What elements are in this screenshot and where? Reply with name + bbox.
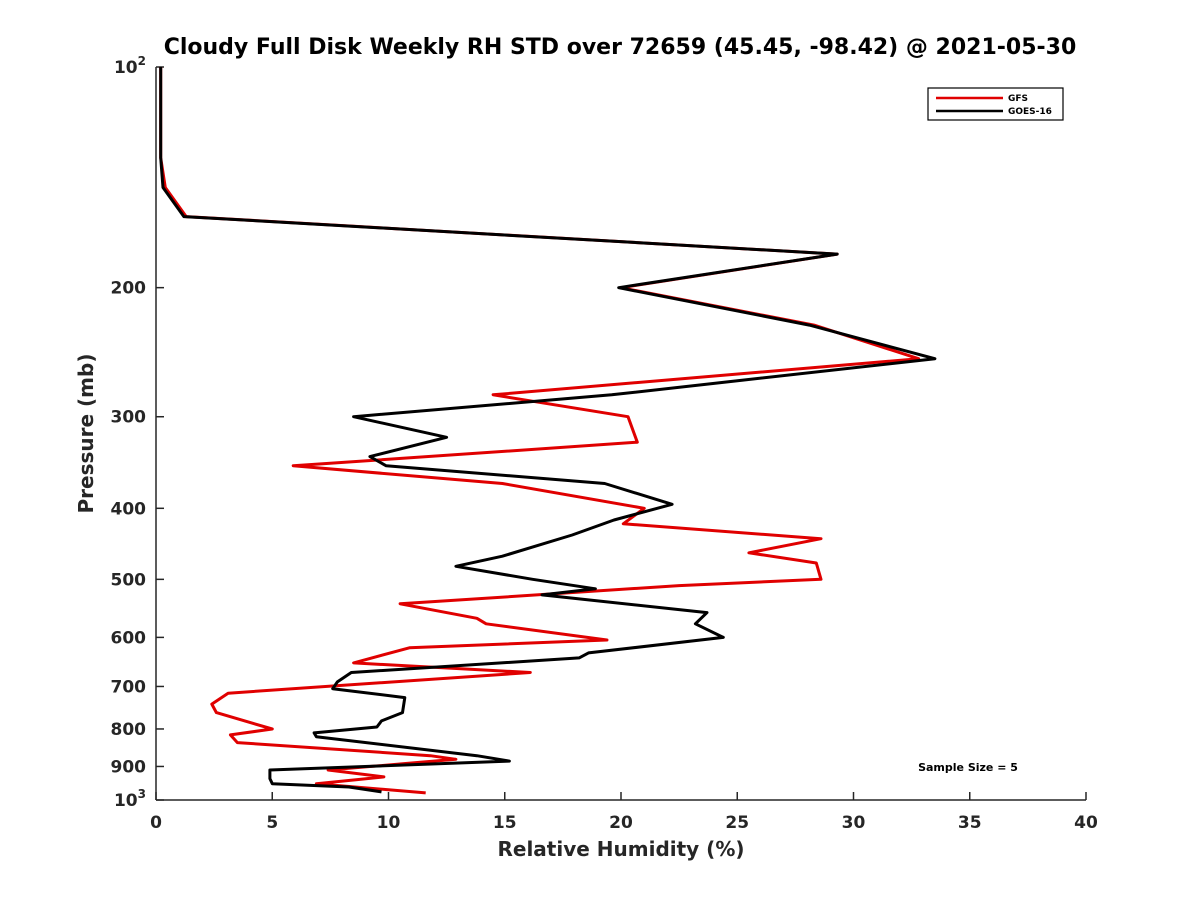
y-tick-label: 400 xyxy=(111,499,147,519)
legend-label-goes16: GOES-16 xyxy=(1008,107,1052,117)
x-tick-label: 20 xyxy=(609,813,633,833)
y-tick-label: 300 xyxy=(111,408,147,428)
x-tick-label: 30 xyxy=(842,813,866,833)
y-tick-label: 102 xyxy=(114,54,146,78)
x-tick-label: 35 xyxy=(958,813,982,833)
y-ticks: 102 200 300 400 500 600 700 800 900 103 xyxy=(111,54,164,811)
x-ticks: 0 5 10 15 20 25 30 35 40 xyxy=(150,792,1098,833)
y-tick-label: 500 xyxy=(111,570,147,590)
y-axis-label: Pressure (mb) xyxy=(74,354,98,514)
x-tick-label: 15 xyxy=(493,813,517,833)
y-tick-label: 200 xyxy=(111,279,147,299)
y-tick-label: 900 xyxy=(111,757,147,777)
y-tick-label: 103 xyxy=(114,787,146,811)
x-tick-label: 40 xyxy=(1074,813,1098,833)
x-axis-label: Relative Humidity (%) xyxy=(497,837,744,861)
y-tick-label: 700 xyxy=(111,677,147,697)
legend: GFS GOES-16 xyxy=(927,87,1064,121)
x-tick-label: 25 xyxy=(725,813,749,833)
y-tick-label: 600 xyxy=(111,628,147,648)
legend-label-gfs: GFS xyxy=(1008,94,1028,104)
x-tick-label: 5 xyxy=(266,813,278,833)
chart-title: Cloudy Full Disk Weekly RH STD over 7265… xyxy=(164,35,1077,60)
sample-size-annotation: Sample Size = 5 xyxy=(918,761,1018,774)
y-tick-label: 800 xyxy=(111,720,147,740)
series-line-gfs xyxy=(159,67,921,795)
legend-box xyxy=(927,87,1064,121)
series-layer xyxy=(159,67,937,795)
series-line-goes16 xyxy=(159,67,937,794)
x-tick-label: 0 xyxy=(150,813,162,833)
x-tick-label: 10 xyxy=(377,813,401,833)
